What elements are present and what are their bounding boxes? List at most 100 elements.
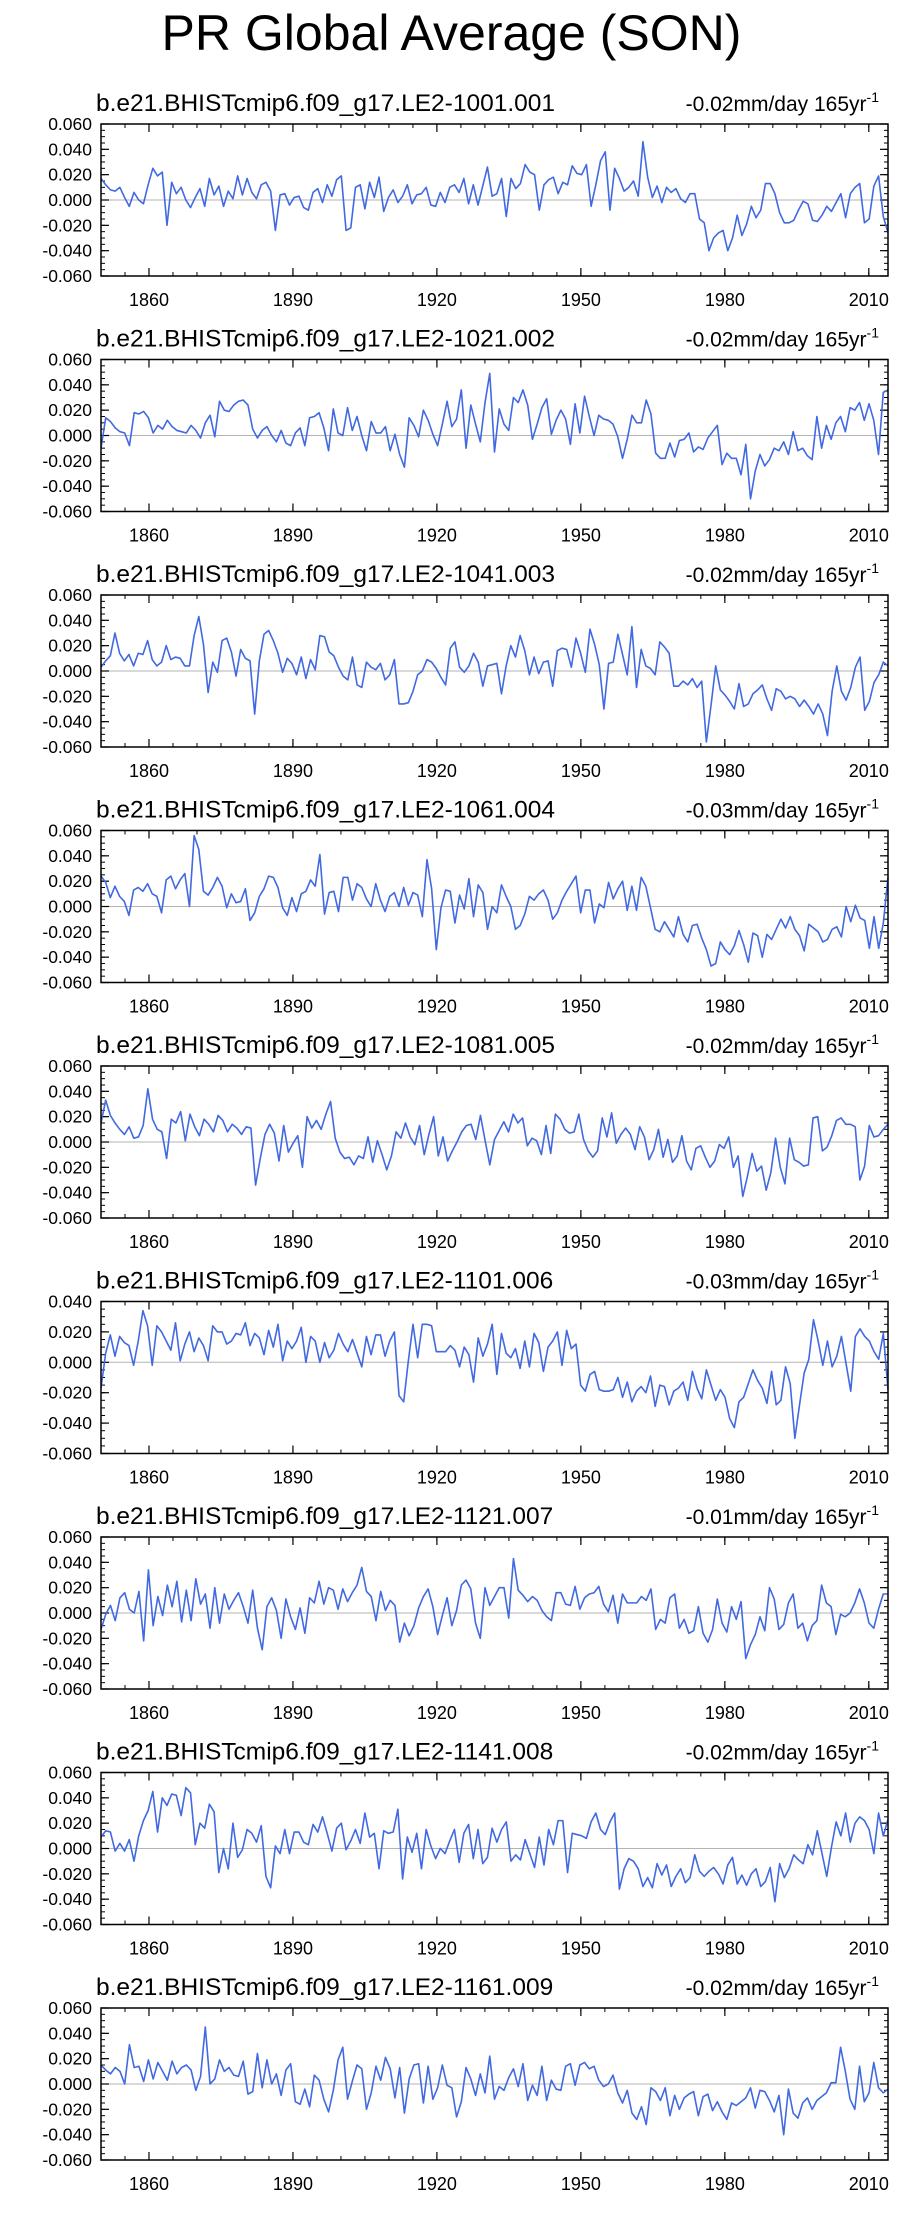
y-tick-label: 0.020	[48, 636, 92, 656]
y-tick-label: 0.020	[48, 165, 92, 185]
y-tick-label: 0.000	[48, 1839, 92, 1859]
x-tick-label: 1980	[705, 290, 745, 310]
y-tick-label: -0.020	[42, 1628, 92, 1648]
x-tick-label: 1920	[417, 526, 457, 546]
x-tick-label: 1860	[129, 290, 169, 310]
series-line	[100, 2026, 889, 2136]
y-tick-label: -0.040	[42, 947, 92, 967]
y-tick-label: -0.020	[42, 215, 92, 235]
x-tick-label: 1920	[417, 2174, 457, 2194]
y-tick-label: -0.060	[42, 737, 92, 757]
x-tick-label: 1890	[273, 1939, 313, 1959]
y-tick-label: 0.060	[48, 1056, 92, 1076]
plot-frame	[100, 594, 889, 748]
x-tick-label: 2010	[849, 1468, 889, 1488]
panel-title: b.e21.BHISTcmip6.f09_g17.LE2-1101.006	[96, 1268, 553, 1295]
x-tick-label: 1890	[273, 2174, 313, 2194]
x-tick-label: 1950	[561, 526, 601, 546]
y-tick-label: -0.060	[42, 1915, 92, 1935]
x-tick-label: 1980	[705, 1232, 745, 1252]
x-tick-label: 2010	[849, 1939, 889, 1959]
x-tick-label: 1860	[129, 1232, 169, 1252]
y-tick-label: 0.020	[48, 1322, 92, 1342]
x-tick-label: 1980	[705, 1468, 745, 1488]
plot-frame	[100, 358, 889, 513]
x-tick-label: 2010	[849, 290, 889, 310]
y-tick-label: 0.000	[48, 190, 92, 210]
y-tick-label: -0.040	[42, 1183, 92, 1203]
x-tick-label: 1920	[417, 761, 457, 781]
x-tick-label: 1920	[417, 290, 457, 310]
plot-frame	[100, 1065, 889, 1219]
trend-label: -0.02mm/day 165yr-1	[686, 1973, 880, 2000]
y-tick-label: 0.020	[48, 871, 92, 891]
x-tick-label: 1920	[417, 1232, 457, 1252]
chart-panel: b.e21.BHISTcmip6.f09_g17.LE2-1041.003 -0.…	[42, 560, 888, 781]
y-tick-label: -0.040	[42, 1413, 92, 1433]
y-tick-label: -0.060	[42, 1208, 92, 1228]
x-tick-label: 1860	[129, 1468, 169, 1488]
x-tick-label: 2010	[849, 1232, 889, 1252]
x-tick-label: 1950	[561, 2174, 601, 2194]
y-tick-label: 0.000	[48, 2074, 92, 2094]
x-tick-label: 1860	[129, 1703, 169, 1723]
series-line	[100, 834, 889, 967]
y-tick-label: 0.040	[48, 2023, 92, 2043]
x-tick-label: 1950	[561, 997, 601, 1017]
panel-title: b.e21.BHISTcmip6.f09_g17.LE2-1061.004	[96, 797, 555, 824]
series-line	[100, 1557, 888, 1660]
x-tick-label: 1860	[129, 761, 169, 781]
panel-title: b.e21.BHISTcmip6.f09_g17.LE2-1161.009	[96, 1974, 553, 2001]
y-tick-label: 0.060	[48, 585, 92, 605]
plot-frame	[100, 2007, 889, 2161]
y-tick-label: 0.040	[48, 1292, 92, 1312]
panel-title: b.e21.BHISTcmip6.f09_g17.LE2-1001.001	[96, 90, 555, 117]
y-tick-label: 0.060	[48, 1527, 92, 1547]
plot-frame	[100, 1536, 889, 1690]
trend-label: -0.01mm/day 165yr-1	[686, 1502, 880, 1529]
chart-panel: b.e21.BHISTcmip6.f09_g17.LE2-1141.008 -0.…	[42, 1738, 888, 1959]
y-tick-label: -0.020	[42, 2099, 92, 2119]
x-tick-label: 1890	[273, 290, 313, 310]
y-tick-label: -0.060	[42, 266, 92, 286]
chart-panel: b.e21.BHISTcmip6.f09_g17.LE2-1061.004 -0.…	[42, 796, 888, 1017]
y-tick-label: -0.020	[42, 686, 92, 706]
plot-frame	[100, 829, 889, 984]
y-tick-label: -0.040	[42, 1654, 92, 1674]
y-tick-label: 0.020	[48, 1813, 92, 1833]
y-tick-label: 0.020	[48, 2049, 92, 2069]
y-tick-label: 0.000	[48, 1132, 92, 1152]
y-tick-label: 0.040	[48, 1788, 92, 1808]
x-tick-label: 2010	[849, 1703, 889, 1723]
x-tick-label: 1950	[561, 1703, 601, 1723]
y-tick-label: -0.020	[42, 1157, 92, 1177]
x-tick-label: 1890	[273, 1703, 313, 1723]
x-tick-label: 1860	[129, 2174, 169, 2194]
y-tick-label: -0.060	[42, 502, 92, 522]
series-line	[100, 140, 889, 252]
x-tick-label: 1890	[273, 1468, 313, 1488]
y-tick-label: 0.020	[48, 1107, 92, 1127]
x-tick-label: 1890	[273, 526, 313, 546]
x-tick-label: 1950	[561, 1232, 601, 1252]
plot-frame	[100, 1300, 889, 1455]
y-tick-label: 0.020	[48, 1578, 92, 1598]
x-tick-label: 1890	[273, 1232, 313, 1252]
y-tick-label: -0.040	[42, 241, 92, 261]
x-tick-label: 1920	[417, 1703, 457, 1723]
x-tick-label: 1980	[705, 2174, 745, 2194]
x-tick-label: 1980	[705, 761, 745, 781]
panel-title: b.e21.BHISTcmip6.f09_g17.LE2-1021.002	[96, 326, 555, 353]
series-line	[100, 1786, 889, 1903]
chart-panel: b.e21.BHISTcmip6.f09_g17.LE2-1101.006 -0.…	[42, 1267, 888, 1488]
panel-title: b.e21.BHISTcmip6.f09_g17.LE2-1121.007	[96, 1503, 553, 1530]
y-tick-label: -0.060	[42, 1679, 92, 1699]
y-tick-label: 0.040	[48, 139, 92, 159]
x-tick-label: 1860	[129, 526, 169, 546]
y-tick-label: 0.040	[48, 1552, 92, 1572]
y-tick-label: 0.060	[48, 821, 92, 841]
trend-label: -0.02mm/day 165yr-1	[686, 325, 880, 352]
x-tick-label: 1980	[705, 1703, 745, 1723]
x-tick-label: 1920	[417, 1468, 457, 1488]
